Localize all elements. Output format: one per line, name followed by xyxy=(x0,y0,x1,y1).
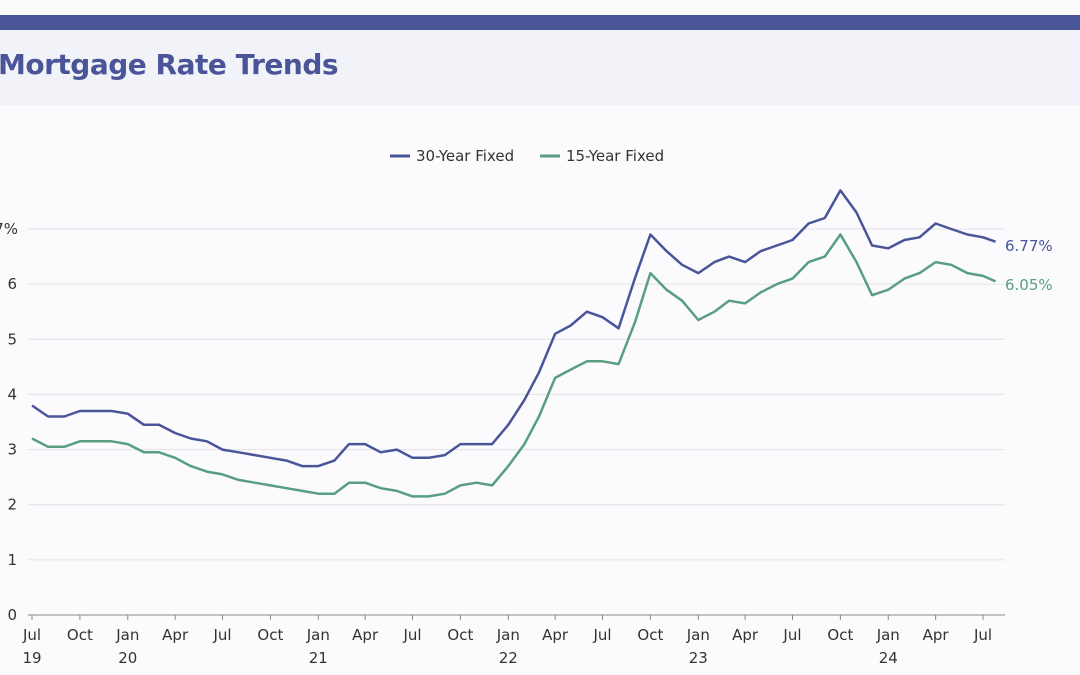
x-tick-year: 24 xyxy=(879,649,898,667)
y-tick-label: 4 xyxy=(7,385,17,403)
y-tick-label: 2 xyxy=(7,496,17,514)
x-tick-label: Apr xyxy=(923,626,950,644)
x-tick-year: 22 xyxy=(499,649,518,667)
x-tick-label: Apr xyxy=(542,626,569,644)
x-tick-label: Jan xyxy=(306,626,330,644)
x-tick-label: Jan xyxy=(876,626,900,644)
x-tick-label: Jul xyxy=(782,626,801,644)
x-tick-label: Apr xyxy=(352,626,379,644)
x-tick-year: 20 xyxy=(118,649,137,667)
x-tick-label: Jul xyxy=(592,626,611,644)
x-tick-year: 21 xyxy=(309,649,328,667)
y-tick-label: 3 xyxy=(7,441,17,459)
end-label-15-year: 6.05% xyxy=(1005,276,1053,294)
x-tick-label: Jan xyxy=(496,626,520,644)
x-tick-label: Oct xyxy=(447,626,473,644)
legend-label-30-year: 30-Year Fixed xyxy=(416,147,514,165)
legend-label-15-year: 15-Year Fixed xyxy=(566,147,664,165)
end-label-30-year: 6.77% xyxy=(1005,237,1053,255)
x-tick-label: Jan xyxy=(686,626,710,644)
x-tick-label: Apr xyxy=(732,626,759,644)
y-tick-label: 7% xyxy=(0,220,18,238)
page-title: Mortgage Rate Trends xyxy=(0,48,339,81)
x-tick-label: Oct xyxy=(637,626,663,644)
series-line-30-year xyxy=(31,189,996,468)
x-tick-label: Jul xyxy=(212,626,231,644)
y-tick-label: 5 xyxy=(7,330,17,348)
legend: 30-Year Fixed 15-Year Fixed xyxy=(390,147,664,165)
x-tick-label: Jan xyxy=(115,626,139,644)
x-tick-year: 19 xyxy=(22,649,41,667)
title-bar xyxy=(0,30,1080,105)
y-tick-label: 6 xyxy=(7,275,17,293)
x-tick-label: Apr xyxy=(162,626,189,644)
x-tick-label: Jul xyxy=(22,626,41,644)
x-tick-label: Jul xyxy=(402,626,421,644)
y-tick-label: 1 xyxy=(7,551,17,569)
x-tick-year: 23 xyxy=(689,649,708,667)
x-tick-label: Oct xyxy=(257,626,283,644)
x-tick-label: Oct xyxy=(827,626,853,644)
series-line-15-year xyxy=(31,233,997,498)
x-tick-label: Jul xyxy=(973,626,992,644)
top-accent-bar xyxy=(0,15,1080,30)
x-tick-label: Oct xyxy=(67,626,93,644)
y-tick-label: 0 xyxy=(7,606,17,624)
